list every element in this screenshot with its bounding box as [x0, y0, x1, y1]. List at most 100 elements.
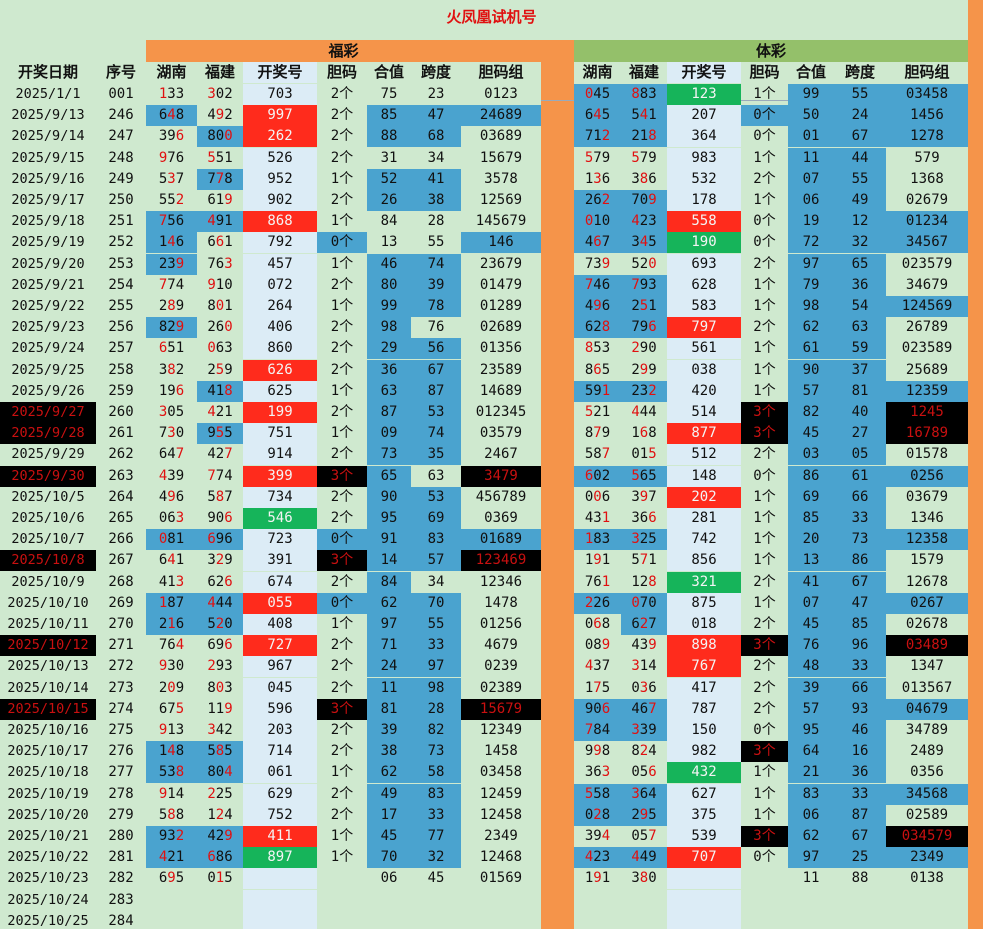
fucai-sum-cell: 46 — [367, 253, 411, 275]
row-seq: 283 — [108, 891, 134, 908]
ticai-sum-cell: 64 — [788, 741, 834, 763]
fucai-group-cell: 12346 — [479, 573, 523, 590]
fucai-dan-cell: 2个 — [330, 637, 354, 654]
ticai-draw-cell: 628 — [667, 274, 741, 296]
fucai-sum-cell: 38 — [367, 741, 411, 763]
ticai-sum-cell: 95 — [788, 720, 834, 741]
fucai-draw-cell: 625 — [243, 380, 317, 402]
ticai-span-cell: 05 — [834, 444, 886, 466]
row-date: 2025/10/5 — [11, 488, 85, 505]
fucai-fujian-cell: 803 — [207, 679, 233, 696]
row-seq: 258 — [108, 361, 134, 378]
ticai-span-cell: 81 — [834, 380, 886, 402]
fucai-draw-cell: 406 — [243, 317, 317, 339]
fucai-dan-cell: 2个 — [330, 128, 354, 145]
fucai-draw-cell: 055 — [243, 592, 317, 614]
fucai-hunan-cell — [146, 890, 197, 911]
fucai-group-cell: 3578 — [484, 170, 518, 187]
fucai-sum-cell: 84 — [367, 571, 411, 593]
fucai-span-cell — [411, 911, 461, 929]
fucai-group-cell: 3479 — [461, 465, 541, 487]
row-date: 2025/9/25 — [11, 361, 85, 378]
ticai-hunan-cell: 183 — [574, 529, 621, 551]
fucai-sum-cell: 84 — [380, 213, 398, 230]
ticai-draw-cell: 561 — [667, 338, 741, 360]
fucai-fujian-cell: 225 — [207, 785, 233, 802]
fucai-dan-cell: 0个 — [317, 232, 367, 254]
ticai-sum-cell: 45 — [788, 423, 834, 445]
ticai-sum-cell: 62 — [788, 317, 834, 339]
row-seq: 270 — [108, 616, 134, 632]
fucai-group-cell: 03579 — [479, 425, 523, 442]
fucai-sum-cell: 95 — [367, 508, 411, 529]
ticai-sum-cell: 57 — [788, 380, 834, 402]
row-seq: 251 — [108, 213, 134, 230]
fucai-dan-cell: 2个 — [330, 340, 354, 357]
ticai-fujian-cell: 397 — [631, 488, 657, 505]
fucai-fujian-cell: 015 — [207, 870, 233, 887]
fucai-draw-cell: 703 — [243, 84, 317, 105]
header-ticai-group: 胆码组 — [904, 63, 950, 81]
ticai-span-cell: 93 — [834, 698, 886, 720]
ticai-fujian-cell: 565 — [621, 465, 667, 487]
ticai-sum-cell: 48 — [788, 656, 834, 678]
ticai-hunan-cell: 998 — [584, 743, 611, 760]
ticai-hunan-cell: 175 — [584, 679, 611, 696]
ticai-sum-cell: 82 — [788, 402, 834, 423]
ticai-dan-cell: 2个 — [753, 446, 776, 463]
ticai-group-cell: 124569 — [886, 296, 968, 317]
ticai-group-cell: 023579 — [901, 255, 953, 272]
fucai-dan-cell: 0个 — [317, 529, 367, 551]
fucai-draw-cell: 072 — [243, 274, 317, 296]
header-date: 开奖日期 — [17, 63, 78, 81]
ticai-group-cell: 579 — [914, 149, 940, 166]
row-date: 2025/10/15 — [0, 698, 96, 720]
fucai-draw-cell: 596 — [243, 698, 317, 720]
row-seq: 260 — [108, 404, 134, 420]
fucai-draw-cell: 727 — [243, 635, 317, 657]
ticai-hunan-cell: 587 — [584, 446, 611, 463]
fucai-group-cell: 01689 — [461, 529, 541, 551]
fucai-draw-cell: 526 — [243, 147, 317, 169]
fucai-draw-cell — [243, 910, 317, 929]
row-seq: 280 — [108, 828, 134, 844]
ticai-group-cell: 03458 — [886, 84, 968, 105]
ticai-span-cell: 46 — [834, 720, 886, 741]
right-edge-divider — [968, 0, 983, 929]
ticai-sum-cell: 61 — [788, 338, 834, 360]
ticai-dan-cell: 1个 — [753, 361, 776, 378]
ticai-hunan-cell: 712 — [574, 126, 621, 148]
row-date: 2025/9/27 — [0, 402, 96, 423]
ticai-sum-cell: 86 — [788, 465, 834, 487]
fucai-span-cell: 23 — [427, 86, 445, 102]
ticai-draw-cell: 856 — [667, 550, 741, 572]
row-seq: 268 — [108, 573, 134, 590]
ticai-span-cell: 37 — [834, 359, 886, 381]
fucai-group-cell: 23589 — [479, 361, 523, 378]
row-seq: 257 — [108, 340, 134, 357]
row-date: 2025/10/17 — [7, 743, 89, 760]
row-date: 2025/10/12 — [0, 635, 96, 657]
fucai-sum-cell: 98 — [367, 317, 411, 339]
fucai-fujian-cell: 778 — [197, 168, 243, 190]
ticai-dan-cell: 2个 — [753, 170, 776, 187]
row-seq: 264 — [108, 488, 134, 505]
ticai-dan-cell: 3个 — [741, 402, 788, 423]
ticai-dan-cell: 1个 — [753, 298, 776, 314]
ticai-sum-cell: 07 — [788, 592, 834, 614]
fucai-dan-cell: 1个 — [330, 170, 354, 187]
ticai-span-cell: 73 — [834, 529, 886, 551]
fucai-sum-cell: 14 — [367, 550, 411, 572]
ticai-span-cell: 86 — [834, 550, 886, 572]
row-date: 2025/10/7 — [11, 531, 85, 548]
ticai-sum-cell: 62 — [788, 826, 834, 847]
ticai-span-cell: 85 — [834, 614, 886, 635]
fucai-draw-cell: 399 — [243, 465, 317, 487]
fucai-group-cell: 0239 — [484, 658, 518, 675]
fucai-fujian-cell: 801 — [207, 298, 233, 314]
ticai-dan-cell: 2个 — [753, 319, 776, 336]
ticai-sum-cell: 20 — [788, 529, 834, 551]
ticai-dan-cell: 3个 — [741, 826, 788, 847]
ticai-dan-cell: 1个 — [753, 192, 776, 208]
ticai-draw-cell: 982 — [667, 741, 741, 763]
